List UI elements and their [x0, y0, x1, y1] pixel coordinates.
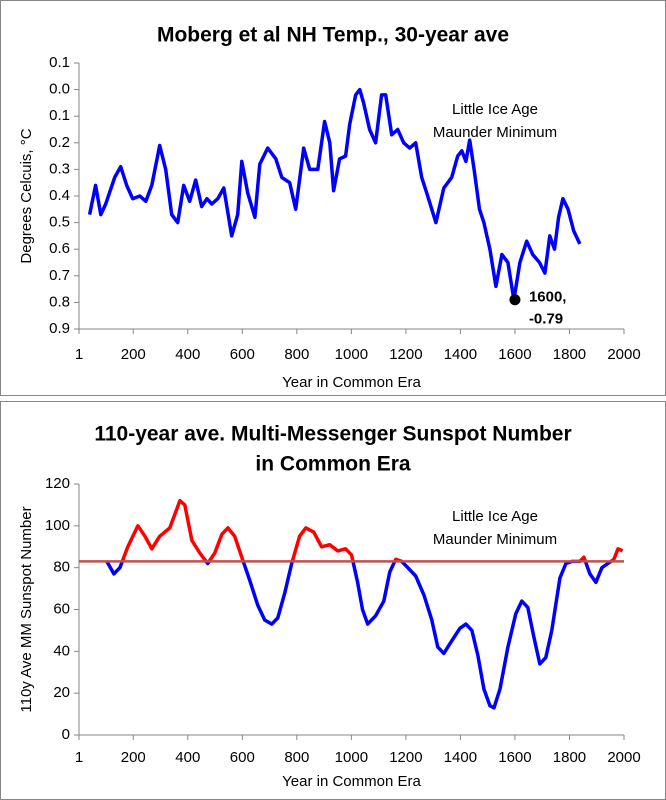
x-tick-label: 1800 [553, 346, 586, 363]
y-tick-label: 0.2 [49, 134, 70, 151]
highlight-x-label: 1600, [529, 289, 567, 306]
x-tick-label: 600 [230, 749, 255, 766]
x-tick-label: 1600 [498, 346, 531, 363]
annotation: Maunder Minimum [433, 531, 557, 548]
highlight-point [509, 294, 521, 306]
x-tick-label: 1 [75, 749, 83, 766]
annotation: Little Ice Age [452, 508, 538, 525]
x-tick-label: 200 [121, 749, 146, 766]
data-line [87, 87, 582, 302]
x-tick-label: 2000 [607, 346, 640, 363]
y-tick-label: 0.1 [49, 107, 70, 124]
y-tick-label: 0.0 [49, 81, 70, 98]
x-tick-label: 400 [175, 346, 200, 363]
y-tick-label: 0.5 [49, 214, 70, 231]
y-tick-label: 0.9 [49, 320, 70, 337]
y-axis-title: Degrees Celcuis, °C [18, 128, 35, 263]
x-tick-label: 1000 [335, 346, 368, 363]
y-tick-label: 0.7 [49, 267, 70, 284]
x-tick-label: 800 [284, 346, 309, 363]
y-tick-label: 0.1 [49, 54, 70, 71]
chart-title: in Common Era [255, 453, 411, 476]
y-tick-label: 0.4 [49, 187, 70, 204]
x-tick-label: 1600 [498, 749, 531, 766]
x-tick-label: 400 [175, 749, 200, 766]
x-tick-label: 1 [75, 346, 83, 363]
y-axis-title: 110y Ave MM Sunspot Number [18, 506, 35, 712]
x-tick-label: 2000 [607, 749, 640, 766]
y-tick-label: 40 [53, 642, 70, 659]
x-tick-label: 1400 [444, 346, 477, 363]
x-tick-label: 1400 [444, 749, 477, 766]
x-tick-label: 1000 [335, 749, 368, 766]
x-tick-label: 600 [230, 346, 255, 363]
annotation: Maunder Minimum [433, 124, 557, 141]
chart-title: 110-year ave. Multi-Messenger Sunspot Nu… [94, 423, 571, 446]
x-axis-title: Year in Common Era [282, 773, 421, 790]
x-tick-label: 200 [121, 346, 146, 363]
annotation: Little Ice Age [452, 101, 538, 118]
x-tick-label: 1200 [389, 749, 422, 766]
panel-border [0, 0, 666, 396]
chart-title: Moberg et al NH Temp., 30-year ave [157, 24, 509, 47]
x-tick-label: 1800 [553, 749, 586, 766]
y-tick-label: 0.8 [49, 293, 70, 310]
data-line [105, 498, 624, 710]
x-tick-label: 800 [284, 749, 309, 766]
x-axis-title: Year in Common Era [282, 374, 421, 391]
y-tick-label: 0 [62, 726, 70, 743]
y-tick-label: 20 [53, 684, 70, 701]
y-tick-label: 120 [45, 475, 70, 492]
highlight-value-label: -0.79 [529, 311, 563, 328]
y-tick-label: 0.6 [49, 240, 70, 257]
y-tick-label: 100 [45, 517, 70, 534]
x-tick-label: 1200 [389, 346, 422, 363]
y-tick-label: 60 [53, 600, 70, 617]
y-tick-label: 0.3 [49, 160, 70, 177]
y-tick-label: 80 [53, 559, 70, 576]
